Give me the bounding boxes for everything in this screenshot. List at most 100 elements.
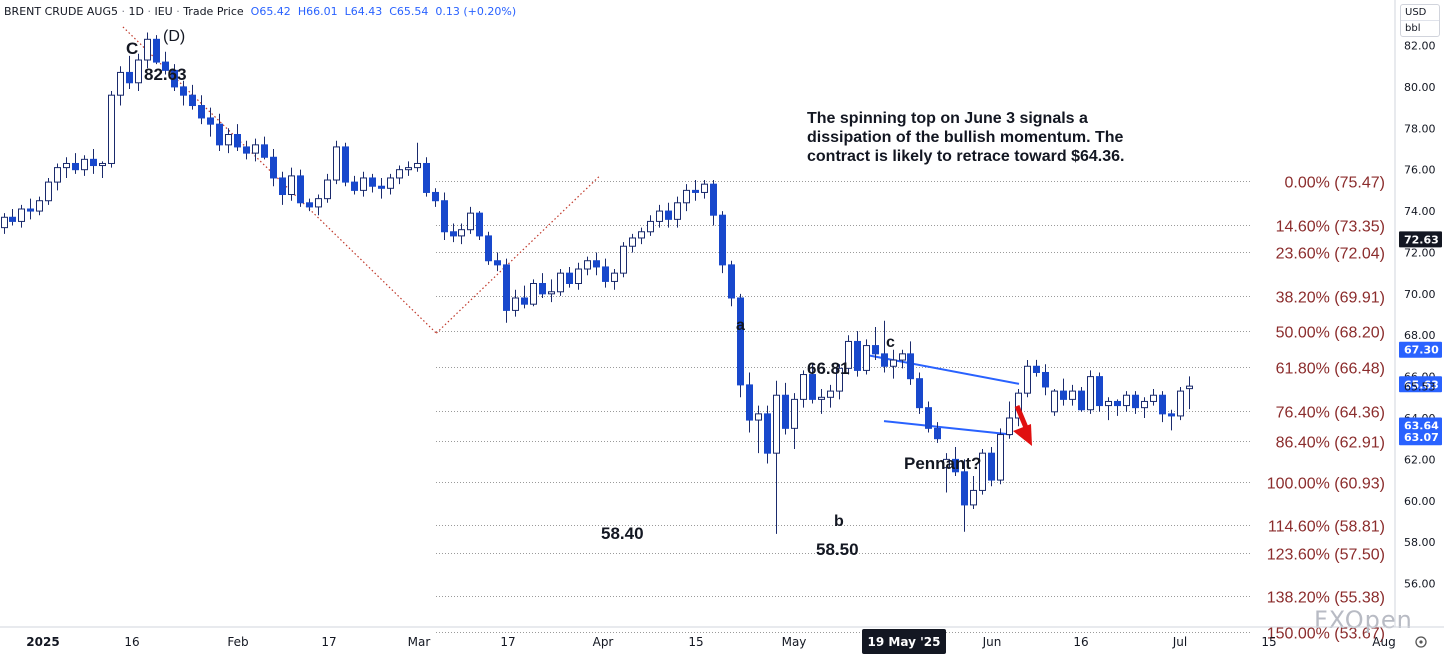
candle-body bbox=[144, 38, 151, 61]
candle bbox=[1060, 378, 1067, 406]
candle bbox=[881, 320, 888, 373]
candle bbox=[198, 95, 205, 125]
candle bbox=[1141, 397, 1148, 418]
candle bbox=[306, 198, 313, 212]
time-axis[interactable]: 2025 16 Feb 17 Mar 17 Apr 15 May 19 May '25 Jun 16 J… bbox=[0, 626, 1444, 654]
candle-body bbox=[746, 384, 753, 421]
candle bbox=[925, 401, 932, 433]
price-tick-label: 80.00 bbox=[1404, 81, 1436, 94]
candle bbox=[216, 113, 223, 152]
candle bbox=[9, 209, 16, 226]
candle-body bbox=[521, 297, 528, 305]
candle-body bbox=[988, 452, 995, 481]
candle-body bbox=[881, 353, 888, 367]
candle bbox=[755, 405, 762, 454]
candle bbox=[126, 55, 133, 89]
candle-body bbox=[1051, 390, 1058, 413]
high-value: H66.01 bbox=[297, 5, 338, 18]
candle bbox=[81, 155, 88, 176]
candle bbox=[315, 194, 322, 216]
candle-body bbox=[351, 181, 358, 191]
candles bbox=[1, 32, 1193, 534]
candle-body bbox=[719, 214, 726, 266]
candle bbox=[476, 211, 483, 241]
candle-body bbox=[934, 427, 941, 440]
fib-level-label: 50.00% (68.20) bbox=[1276, 325, 1385, 342]
fib-level-label: 86.40% (62.91) bbox=[1276, 435, 1385, 452]
analysis-note: The spinning top on June 3 signals a dis… bbox=[807, 110, 1128, 165]
time-tick-label: Aug bbox=[1372, 635, 1395, 649]
time-tick-label: May bbox=[782, 635, 807, 649]
candle bbox=[593, 252, 600, 276]
time-tick-label: Feb bbox=[227, 635, 248, 649]
candle-body bbox=[189, 94, 196, 107]
price-tag-label: 67.30 bbox=[1404, 344, 1439, 357]
time-tick-label: 17 bbox=[321, 635, 336, 649]
price-axis[interactable]: 56.0058.0060.0062.0064.0066.0068.0070.00… bbox=[1394, 0, 1442, 627]
wave-b-label: b bbox=[834, 513, 844, 530]
candle-body bbox=[925, 407, 932, 429]
down-arrow-icon bbox=[1013, 405, 1032, 446]
symbol-name[interactable]: BRENT CRUDE AUG5 bbox=[4, 5, 118, 18]
candle bbox=[1159, 391, 1166, 423]
candle bbox=[674, 196, 681, 228]
candle-body bbox=[378, 185, 385, 189]
candle-body bbox=[458, 229, 465, 237]
exchange: IEU bbox=[154, 5, 173, 18]
candle-body bbox=[261, 144, 268, 158]
candle bbox=[809, 364, 816, 404]
candle-body bbox=[539, 282, 546, 295]
candle-body bbox=[782, 394, 789, 429]
candle bbox=[45, 177, 52, 205]
candle bbox=[450, 223, 457, 243]
pennant-label: Pennant? bbox=[904, 454, 981, 473]
candle-body bbox=[692, 189, 699, 193]
candle-body bbox=[1186, 385, 1193, 390]
plot-area[interactable] bbox=[0, 0, 1395, 627]
candle bbox=[638, 227, 645, 245]
candle-body bbox=[1168, 413, 1175, 417]
candle bbox=[171, 64, 178, 92]
candle bbox=[1069, 384, 1076, 406]
candle-body bbox=[405, 167, 412, 171]
candle bbox=[827, 384, 834, 408]
currency-unit[interactable]: bbl bbox=[1401, 20, 1439, 36]
candle-body bbox=[72, 162, 79, 171]
candle-body bbox=[916, 378, 923, 409]
currency-code[interactable]: USD bbox=[1405, 7, 1427, 18]
currency-selector[interactable]: USD bbl bbox=[1400, 4, 1440, 37]
candle bbox=[836, 364, 843, 400]
candle-body bbox=[432, 191, 439, 202]
candle-body bbox=[414, 162, 421, 169]
price-tag: 65.63 bbox=[1399, 376, 1442, 393]
candle bbox=[854, 331, 861, 377]
candle-body bbox=[90, 158, 97, 167]
candle-body bbox=[647, 220, 654, 233]
candle-body bbox=[1042, 371, 1049, 388]
interval[interactable]: 1D bbox=[128, 5, 144, 18]
candle bbox=[872, 326, 879, 361]
price-tag-box bbox=[1399, 231, 1442, 248]
candle bbox=[1033, 359, 1040, 377]
low-price-label-1: 58.40 bbox=[601, 524, 644, 543]
settings-icon[interactable] bbox=[1415, 636, 1427, 648]
candle bbox=[719, 211, 726, 274]
fib-level-label: 23.60% (72.04) bbox=[1276, 246, 1385, 263]
candle bbox=[961, 459, 968, 532]
candle-body bbox=[1096, 376, 1103, 407]
candle bbox=[521, 285, 528, 309]
time-tick-label: Jun bbox=[982, 635, 1002, 649]
price-mode: Trade Price bbox=[183, 5, 244, 18]
price-tag-label: 65.63 bbox=[1404, 378, 1439, 391]
candle bbox=[162, 51, 169, 75]
candle-body bbox=[566, 272, 573, 284]
candle bbox=[845, 335, 852, 375]
candle bbox=[899, 349, 906, 369]
candle bbox=[1150, 389, 1157, 406]
candle bbox=[782, 382, 789, 435]
analysis-note-line-3: contract is likely to retrace toward $64… bbox=[807, 148, 1124, 165]
price-tick-label: 56.00 bbox=[1404, 578, 1436, 591]
candle-body bbox=[1177, 390, 1184, 417]
candle-body bbox=[593, 260, 600, 268]
